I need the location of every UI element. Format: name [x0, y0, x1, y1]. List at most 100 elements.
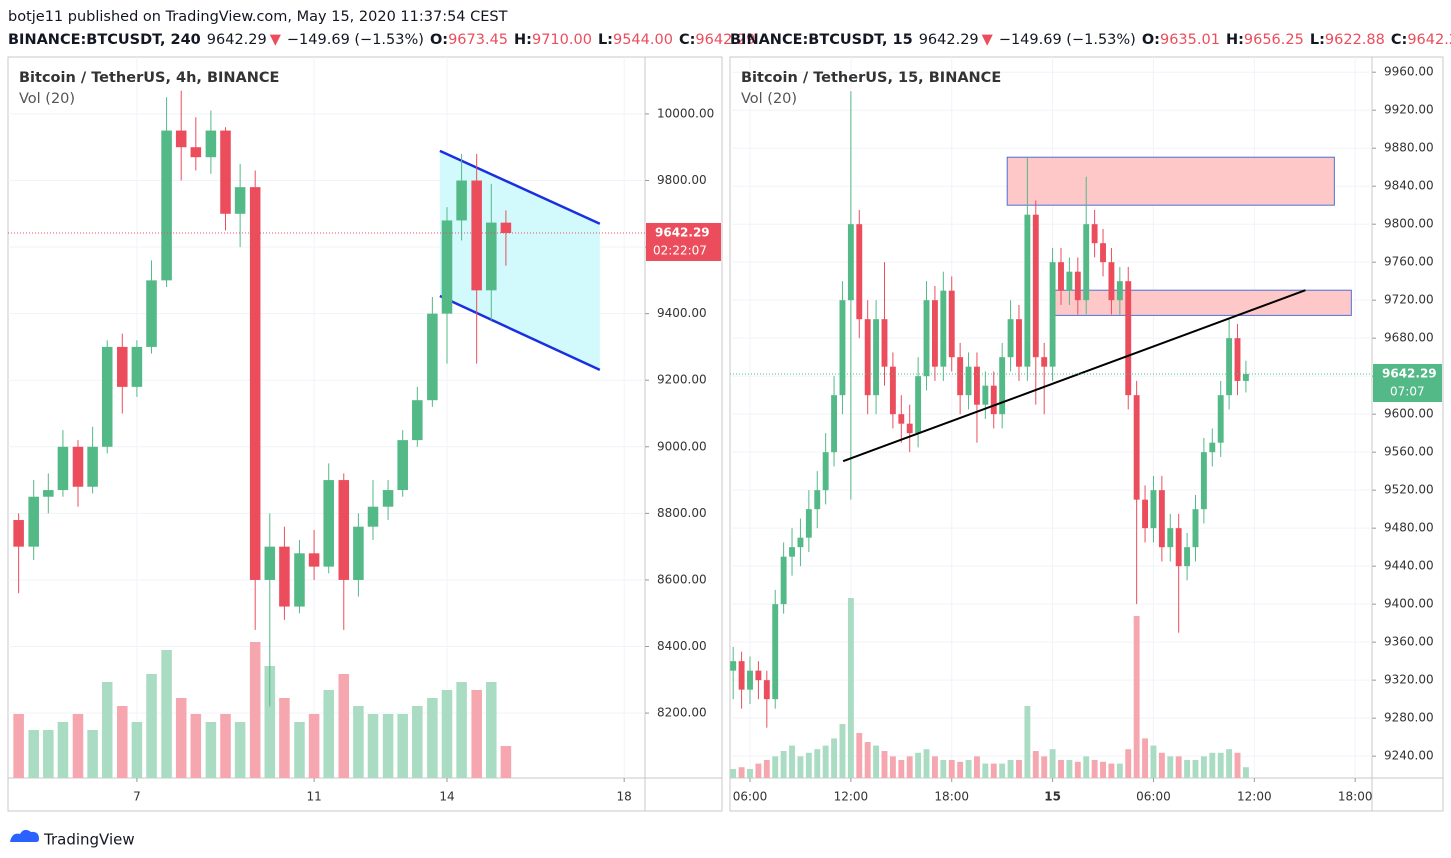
candle-body — [755, 670, 762, 681]
volume-bar — [1016, 760, 1022, 778]
volume-bar — [1150, 745, 1157, 778]
y-tick-label: 9880.00 — [1384, 141, 1434, 155]
candle-body — [931, 300, 938, 367]
candle-body — [234, 187, 246, 214]
volume-bar — [1226, 749, 1233, 778]
volume-bar — [974, 756, 980, 778]
candle-body — [205, 130, 217, 158]
y-tick-label: 8600.00 — [657, 572, 707, 586]
volume-bar — [948, 760, 955, 778]
price-label-box — [1373, 364, 1442, 403]
candle-body — [427, 313, 438, 401]
candle-body — [249, 187, 261, 580]
y-tick-label: 9400.00 — [657, 306, 707, 320]
volume-bar — [839, 724, 846, 778]
ohlc-label: O: — [430, 32, 448, 48]
candle-body — [43, 490, 54, 497]
volume-bar — [814, 749, 821, 778]
volume-bar — [456, 682, 467, 778]
volume-bar — [1091, 760, 1098, 778]
volume-bar — [789, 745, 795, 778]
y-tick-label: 9560.00 — [1384, 445, 1434, 459]
x-tick-label: 12:00 — [834, 790, 869, 804]
volume-bar — [1007, 760, 1014, 778]
candle-body — [1083, 224, 1090, 301]
y-tick-label: 9960.00 — [1384, 65, 1434, 79]
volume-bar — [1158, 752, 1165, 778]
y-tick-label: 8800.00 — [657, 506, 707, 520]
volume-bar — [486, 682, 497, 778]
candle-body — [763, 680, 770, 700]
symbol: BINANCE:BTCUSDT, 15 — [730, 32, 913, 48]
volume-bar — [772, 756, 779, 778]
volume-bar — [367, 714, 379, 778]
volume-bar — [131, 722, 143, 778]
volume-bar — [264, 666, 276, 778]
y-tick-label: 9000.00 — [657, 439, 707, 453]
countdown: 07:07 — [1390, 385, 1425, 399]
volume-bar — [87, 730, 98, 778]
candle-body — [1041, 357, 1048, 367]
volume-bar — [43, 730, 54, 778]
candle-body — [923, 300, 930, 377]
candle-body — [789, 547, 795, 557]
candle-body — [456, 180, 467, 221]
price-label: 9642.29 — [655, 225, 710, 239]
volume-bar — [847, 598, 854, 778]
x-tick-label: 14 — [439, 790, 454, 804]
footer-logo: TradingView — [10, 829, 135, 849]
y-tick-label: 9800.00 — [1384, 217, 1434, 231]
volume-bar — [999, 763, 1006, 778]
logo-icon — [10, 829, 39, 842]
candle-body — [190, 147, 202, 158]
volume-bar — [915, 752, 922, 778]
volume-bar — [780, 751, 787, 778]
pane-frame — [7, 56, 723, 812]
y-tick-label: 8400.00 — [657, 639, 707, 653]
volume-bar — [1116, 763, 1123, 778]
candle-body — [1058, 262, 1064, 291]
candle-body — [847, 224, 854, 301]
price-label-box — [646, 222, 721, 261]
publisher-line: botje11 published on TradingView.com, Ma… — [8, 9, 508, 25]
candle-body — [500, 222, 512, 233]
volume-bar — [831, 738, 837, 778]
candle-body — [822, 452, 829, 491]
candle-body — [831, 395, 837, 453]
volume-bar — [1041, 756, 1048, 778]
volume-bar — [1049, 749, 1056, 778]
volume-bar — [353, 706, 364, 778]
change: −149.69 (−1.53%) — [999, 32, 1136, 48]
volume-bar — [1242, 767, 1249, 778]
candle-body — [220, 130, 231, 214]
ohlc-label: O: — [1142, 32, 1160, 48]
volume-bar — [234, 722, 246, 778]
candle-body — [805, 509, 812, 538]
volume-bar — [1200, 756, 1207, 778]
y-tick-label: 9480.00 — [1384, 521, 1434, 535]
volume-bar — [57, 722, 69, 778]
candle-body — [13, 520, 24, 547]
candle-body — [294, 553, 305, 607]
volume-bar — [931, 756, 938, 778]
x-tick-label: 11 — [306, 790, 321, 804]
volume-bar — [338, 674, 350, 778]
price-label: 9642.29 — [1382, 367, 1437, 381]
y-tick-label: 10000.00 — [657, 106, 714, 120]
quote-line: BINANCE:BTCUSDT, 15 9642.29 ▼ −149.69 (−1.5… — [730, 32, 1451, 48]
volume-bar — [856, 733, 863, 778]
volume-bar — [982, 763, 989, 778]
x-tick-label: 18:00 — [1338, 790, 1373, 804]
candle-body — [982, 385, 989, 405]
candle-body — [1049, 262, 1056, 367]
volume-bar — [220, 714, 231, 778]
volume-bar — [1142, 738, 1148, 778]
x-tick-label: 15 — [1044, 790, 1061, 804]
y-tick-label: 9800.00 — [657, 173, 707, 187]
volume-bar — [797, 756, 804, 778]
candle-body — [1175, 528, 1182, 567]
candle-body — [264, 546, 276, 580]
candle-body — [28, 496, 39, 547]
candle-body — [814, 490, 821, 510]
arrow: ▼ — [270, 32, 282, 48]
